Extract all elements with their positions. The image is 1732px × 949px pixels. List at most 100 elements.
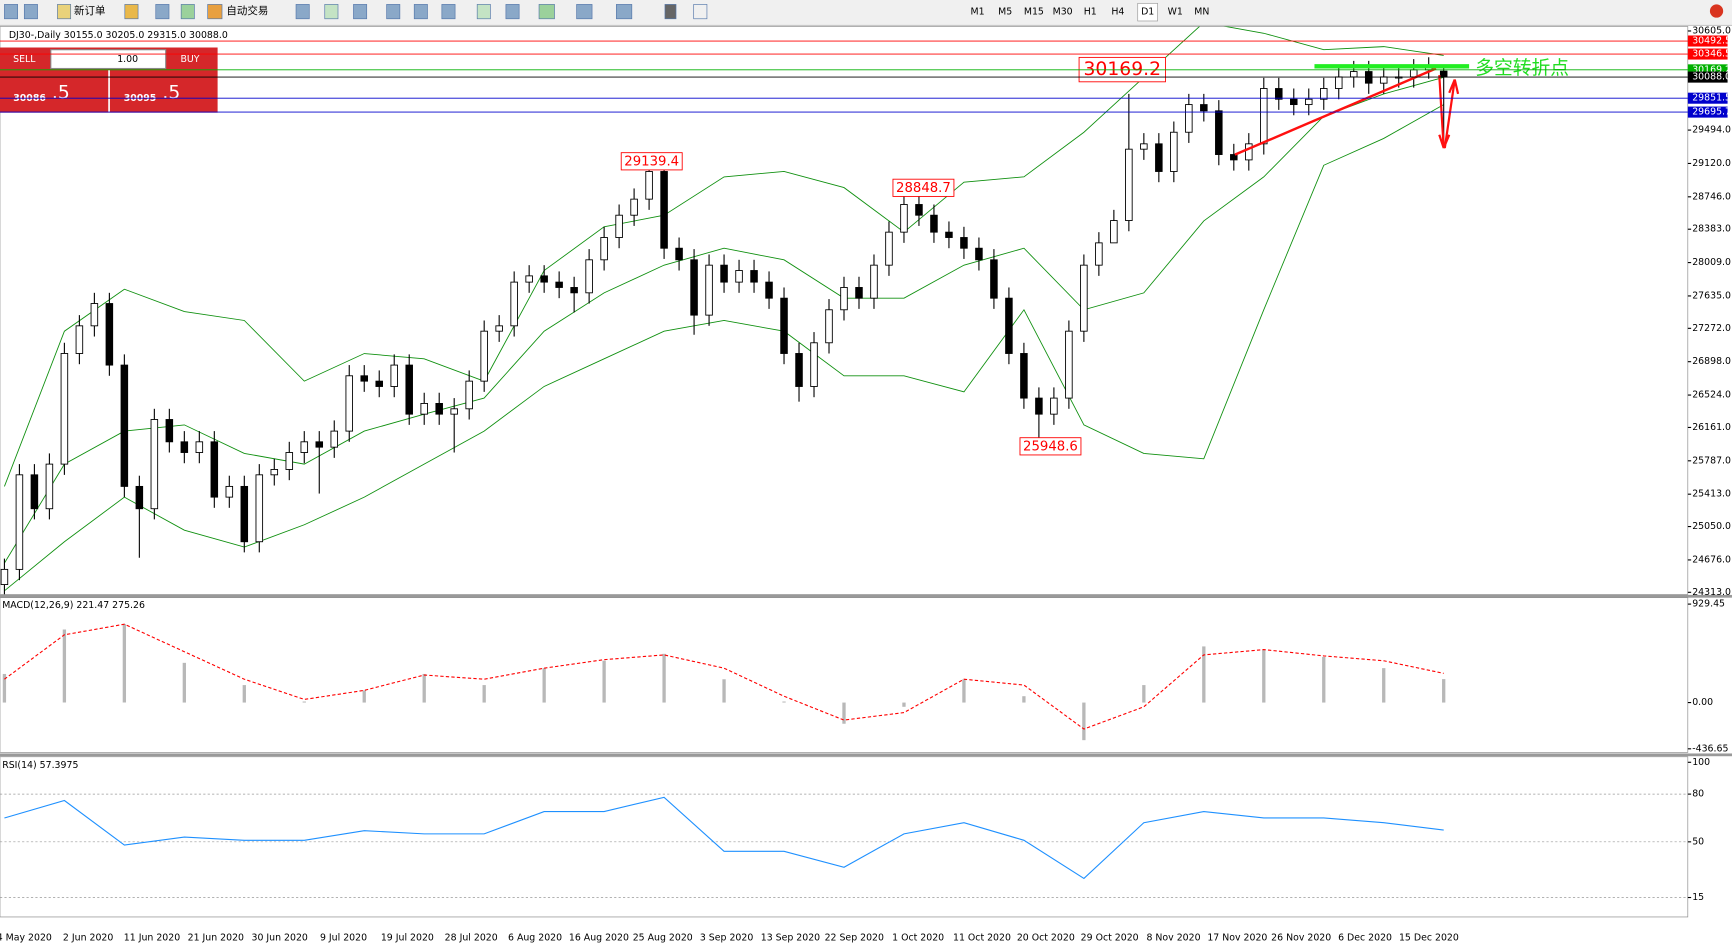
price-tag bbox=[1687, 48, 1728, 60]
new-order[interactable]: 新订单 bbox=[74, 4, 105, 17]
timeframe[interactable]: MN bbox=[1194, 7, 1209, 18]
x-tick-label: 25 Aug 2020 bbox=[633, 932, 693, 943]
trend-line bbox=[1234, 67, 1437, 156]
candle-body bbox=[75, 325, 84, 354]
y-tick-label: -436.65 bbox=[1692, 743, 1728, 754]
candle-body bbox=[870, 264, 878, 299]
timeframe[interactable]: M15 bbox=[1024, 7, 1044, 18]
candle-body bbox=[0, 568, 9, 585]
candle-body bbox=[360, 375, 368, 382]
candle-body bbox=[1170, 131, 1178, 172]
candle-body bbox=[570, 287, 578, 294]
candle-body bbox=[765, 281, 773, 299]
timeframe[interactable]: M1 bbox=[971, 7, 985, 18]
y-tick-label: 28009.0 bbox=[1692, 257, 1731, 268]
candle-body bbox=[1140, 143, 1148, 150]
lot-input[interactable] bbox=[50, 49, 167, 70]
candle-body bbox=[195, 441, 204, 453]
candle-body bbox=[1110, 220, 1118, 244]
candle-body bbox=[1379, 76, 1388, 84]
candle-body bbox=[1080, 264, 1088, 332]
candle-body bbox=[120, 364, 129, 487]
candle-body bbox=[615, 214, 623, 238]
y-tick-label: 28383.0 bbox=[1692, 224, 1731, 235]
y-tick-label: 100 bbox=[1692, 757, 1710, 768]
y-tick-label: 80 bbox=[1692, 789, 1704, 800]
candle-body bbox=[1260, 88, 1268, 145]
y-tick-label: 28746.0 bbox=[1692, 191, 1731, 202]
y-tick-label: 50 bbox=[1692, 836, 1704, 847]
annotation-box bbox=[892, 178, 955, 197]
candle-body bbox=[390, 364, 398, 387]
candle-body bbox=[30, 474, 39, 510]
candle-body bbox=[90, 303, 99, 327]
series-line bbox=[4, 76, 1444, 564]
y-tick-label: 25050.0 bbox=[1692, 521, 1731, 532]
candle-body bbox=[1349, 71, 1358, 78]
y-tick-label: 29494.0 bbox=[1692, 125, 1731, 136]
candle-body bbox=[735, 270, 743, 283]
sell-pips[interactable]: .5 bbox=[52, 82, 70, 103]
y-tick-label: 26524.0 bbox=[1692, 390, 1731, 401]
candle-body bbox=[1200, 104, 1208, 112]
timeframe[interactable]: M5 bbox=[998, 7, 1012, 18]
timeframe[interactable]: W1 bbox=[1168, 7, 1183, 18]
candle-body bbox=[1275, 88, 1283, 100]
price-tag-label: 29851.5 bbox=[1692, 93, 1731, 104]
candle-body bbox=[1439, 70, 1448, 78]
price-tag bbox=[1687, 92, 1728, 104]
candle-body bbox=[15, 474, 24, 570]
candle-body bbox=[405, 364, 413, 415]
candle-body bbox=[810, 342, 818, 387]
candle-body bbox=[60, 353, 69, 465]
candle-body bbox=[780, 297, 788, 354]
candle-body bbox=[210, 441, 219, 498]
candle-body bbox=[450, 408, 458, 415]
candle-body bbox=[435, 403, 443, 415]
candle-body bbox=[630, 198, 638, 216]
price-tag-label: 30346.5 bbox=[1692, 49, 1731, 60]
candle-body bbox=[915, 204, 923, 216]
y-tick-label: 30605.0 bbox=[1692, 25, 1731, 36]
x-tick-label: 9 Jul 2020 bbox=[320, 932, 367, 943]
candle-body bbox=[465, 380, 473, 410]
timeframe[interactable]: H1 bbox=[1084, 7, 1097, 18]
candle-body bbox=[255, 474, 264, 543]
candle-body bbox=[1320, 88, 1328, 100]
candle-body bbox=[645, 171, 653, 200]
x-tick-label: 11 Jun 2020 bbox=[124, 932, 180, 943]
lot-value[interactable]: 1.00 bbox=[117, 54, 138, 65]
candle-body bbox=[285, 452, 294, 470]
series-line bbox=[4, 796, 1444, 880]
candle-body bbox=[1065, 330, 1073, 399]
series-line bbox=[4, 26, 1444, 487]
timeframe[interactable]: H4 bbox=[1111, 7, 1124, 18]
candle-body bbox=[600, 237, 608, 261]
y-tick-label: 29120.0 bbox=[1692, 158, 1731, 169]
y-tick-label: 929.45 bbox=[1692, 599, 1725, 610]
candle-body bbox=[105, 303, 114, 366]
buy-button[interactable]: BUY bbox=[180, 54, 199, 65]
candle-body bbox=[300, 441, 309, 453]
chart-title: DJ30-,Daily 30155.0 30205.0 29315.0 3008… bbox=[9, 30, 228, 41]
buy-pips[interactable]: .5 bbox=[162, 82, 180, 103]
candle-body bbox=[1215, 110, 1223, 155]
candle-body bbox=[180, 441, 189, 453]
timeframe[interactable]: M30 bbox=[1053, 7, 1073, 18]
candle-body bbox=[690, 259, 698, 316]
candle-body bbox=[885, 231, 893, 266]
chart-title: RSI(14) 57.3975 bbox=[2, 760, 78, 771]
x-tick-label: 17 Nov 2020 bbox=[1207, 932, 1267, 943]
timeframe[interactable]: D1 bbox=[1141, 7, 1154, 18]
auto-trading[interactable]: 自动交易 bbox=[226, 4, 268, 17]
candle-body bbox=[675, 247, 683, 261]
x-tick-label: 3 Sep 2020 bbox=[700, 932, 753, 943]
candle-body bbox=[480, 330, 488, 382]
candle-body bbox=[1334, 76, 1343, 89]
candle-body bbox=[585, 259, 593, 294]
trade-panel: SELL BUY 1.00 30086 .5 30095 .5 bbox=[0, 47, 218, 113]
separator bbox=[0, 753, 1732, 757]
sell-button[interactable]: SELL bbox=[13, 54, 36, 65]
candle-body bbox=[345, 375, 354, 432]
candle-body bbox=[1035, 397, 1043, 415]
